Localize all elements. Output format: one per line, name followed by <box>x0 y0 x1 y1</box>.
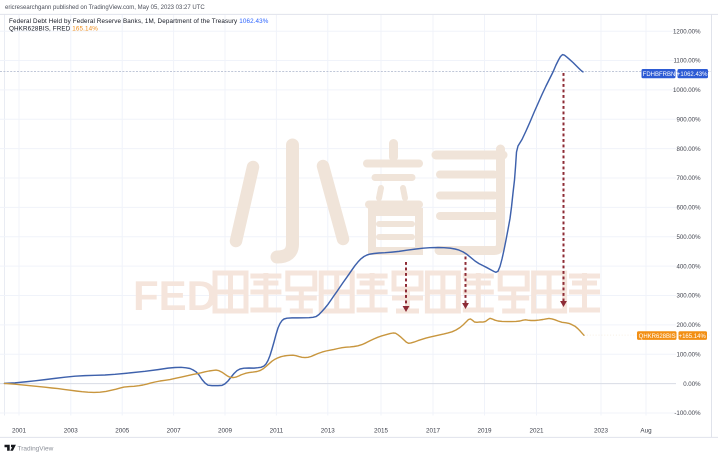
svg-text:2007: 2007 <box>167 427 182 434</box>
svg-text:TradingView: TradingView <box>18 445 54 452</box>
svg-text:2013: 2013 <box>321 427 336 434</box>
svg-text:2021: 2021 <box>529 427 544 434</box>
svg-text:2017: 2017 <box>426 427 441 434</box>
svg-text:Federal Debt Held by Federal R: Federal Debt Held by Federal Reserve Ban… <box>9 18 269 25</box>
svg-text:2003: 2003 <box>64 427 79 434</box>
svg-text:800.00%: 800.00% <box>676 146 701 153</box>
svg-text:FED: FED <box>133 272 217 319</box>
svg-text:FDHBFRBN: FDHBFRBN <box>643 72 676 78</box>
svg-text:100.00%: 100.00% <box>676 351 701 358</box>
svg-text:0.00%: 0.00% <box>683 381 701 388</box>
svg-text:300.00%: 300.00% <box>676 293 701 300</box>
svg-text:600.00%: 600.00% <box>676 205 701 212</box>
svg-text:+165.14%: +165.14% <box>679 334 707 340</box>
svg-text:2009: 2009 <box>218 427 233 434</box>
svg-text:2023: 2023 <box>594 427 609 434</box>
svg-text:QHKR628BIS: QHKR628BIS <box>639 334 676 340</box>
svg-text:900.00%: 900.00% <box>676 117 701 124</box>
svg-text:1100.00%: 1100.00% <box>674 58 702 65</box>
svg-text:-100.00%: -100.00% <box>674 410 701 417</box>
svg-text:QHKR628BIS, FRED 165.14%: QHKR628BIS, FRED 165.14% <box>9 26 98 33</box>
svg-text:2015: 2015 <box>374 427 389 434</box>
svg-text:700.00%: 700.00% <box>676 175 701 182</box>
svg-text:400.00%: 400.00% <box>676 263 701 270</box>
svg-text:ericresearchgann published on: ericresearchgann published on TradingVie… <box>5 5 205 11</box>
svg-text:200.00%: 200.00% <box>676 322 701 329</box>
svg-text:500.00%: 500.00% <box>676 234 701 241</box>
svg-text:+1062.43%: +1062.43% <box>677 72 708 78</box>
svg-text:2011: 2011 <box>270 427 284 434</box>
svg-text:2019: 2019 <box>477 427 492 434</box>
svg-text:2001: 2001 <box>12 427 27 434</box>
svg-text:1000.00%: 1000.00% <box>673 87 701 94</box>
svg-text:2005: 2005 <box>115 427 130 434</box>
svg-text:Aug: Aug <box>640 427 652 434</box>
svg-text:1200.00%: 1200.00% <box>673 28 701 35</box>
